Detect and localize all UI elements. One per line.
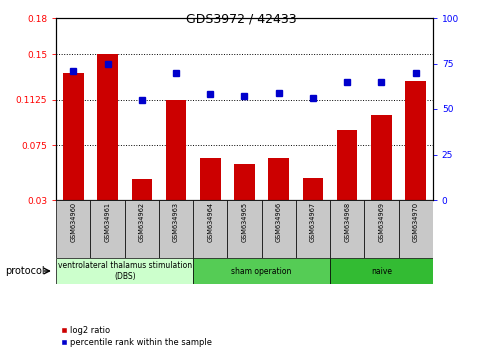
Text: GSM634966: GSM634966 xyxy=(275,202,281,242)
Bar xyxy=(200,158,220,200)
Bar xyxy=(193,200,227,258)
Bar xyxy=(63,73,83,200)
Bar xyxy=(364,200,398,258)
Text: GSM634962: GSM634962 xyxy=(139,202,144,242)
Bar xyxy=(234,164,254,200)
Text: GSM634963: GSM634963 xyxy=(173,202,179,242)
Bar xyxy=(159,200,193,258)
Bar xyxy=(302,178,323,200)
Bar xyxy=(261,200,295,258)
Text: naive: naive xyxy=(370,267,391,275)
Text: protocol: protocol xyxy=(5,266,44,276)
Bar xyxy=(398,200,432,258)
Text: sham operation: sham operation xyxy=(231,267,291,275)
Bar xyxy=(124,200,159,258)
Bar xyxy=(329,200,364,258)
Bar xyxy=(56,258,193,284)
Text: GSM634967: GSM634967 xyxy=(309,202,315,242)
Bar xyxy=(336,130,357,200)
Bar xyxy=(268,158,288,200)
Text: GSM634961: GSM634961 xyxy=(104,202,110,242)
Bar xyxy=(405,81,425,200)
Text: GSM634968: GSM634968 xyxy=(344,202,349,242)
Text: GSM634970: GSM634970 xyxy=(412,202,418,242)
Text: ventrolateral thalamus stimulation
(DBS): ventrolateral thalamus stimulation (DBS) xyxy=(58,261,191,281)
Bar xyxy=(131,179,152,200)
Bar xyxy=(227,200,261,258)
Bar xyxy=(193,258,329,284)
Text: GSM634964: GSM634964 xyxy=(207,202,213,242)
Bar xyxy=(90,200,124,258)
Bar xyxy=(56,200,90,258)
Bar xyxy=(370,115,391,200)
Text: GDS3972 / 42433: GDS3972 / 42433 xyxy=(185,12,296,25)
Text: GSM634965: GSM634965 xyxy=(241,202,247,242)
Bar xyxy=(165,100,186,200)
Legend: log2 ratio, percentile rank within the sample: log2 ratio, percentile rank within the s… xyxy=(61,326,212,347)
Bar xyxy=(97,55,118,200)
Text: GSM634960: GSM634960 xyxy=(70,202,76,242)
Bar xyxy=(329,258,432,284)
Text: GSM634969: GSM634969 xyxy=(378,202,384,242)
Bar xyxy=(295,200,329,258)
